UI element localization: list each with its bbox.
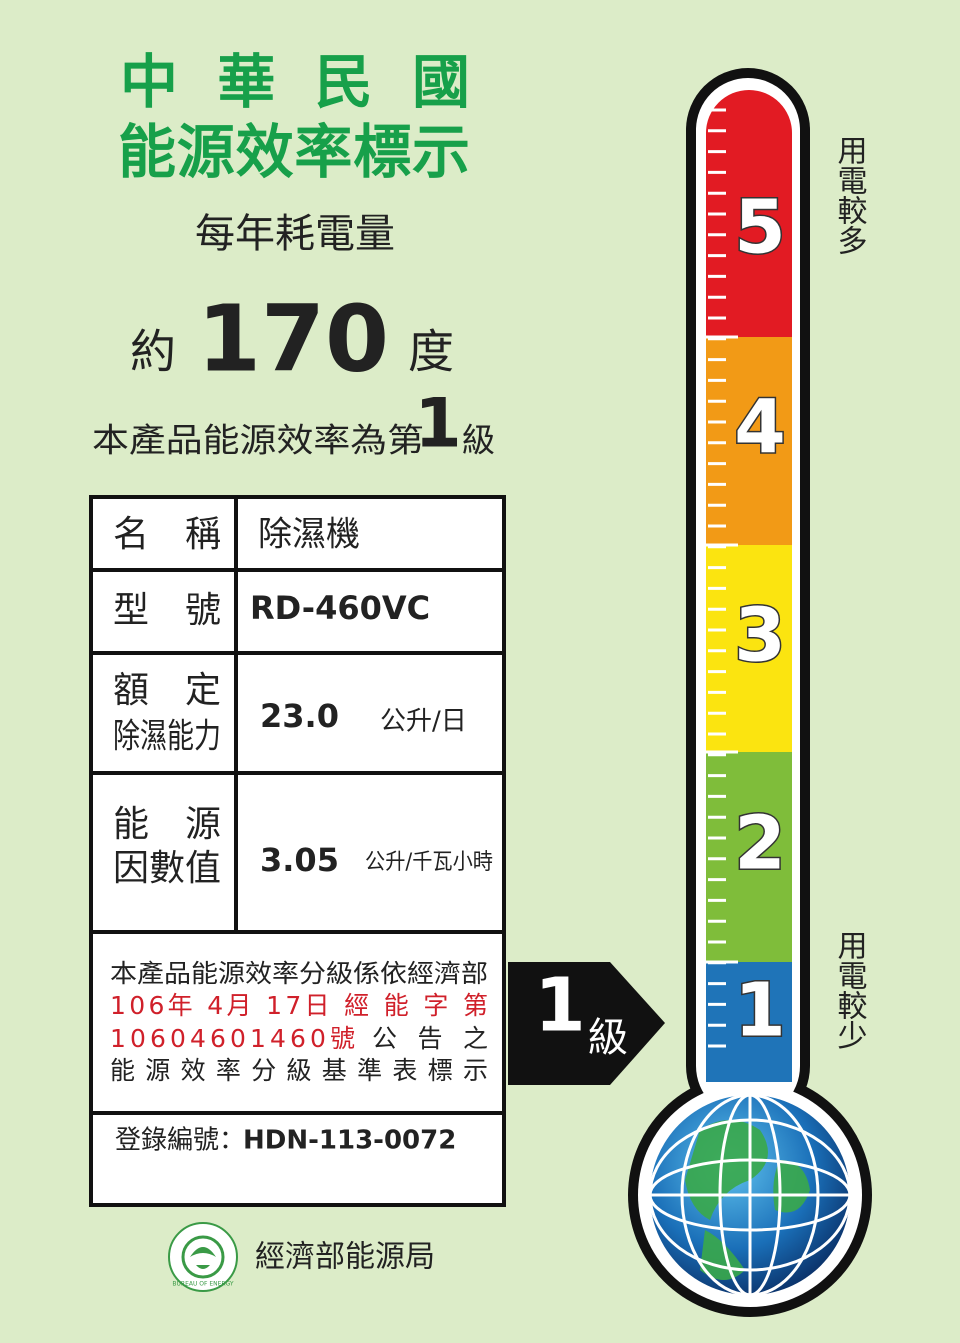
grade-prefix: 本產品能源效率為第 [92, 421, 424, 460]
consumption-value: 170 [197, 285, 389, 392]
grade-number: 1 [414, 385, 461, 464]
registration-label: 登錄編號： [115, 1126, 245, 1156]
notice-line: 本產品能源效率分級係依經濟部 [110, 959, 488, 988]
row-value: 除濕機 [258, 515, 360, 555]
notice-line: 10604601460號 [110, 1024, 355, 1053]
level-number: 3 [734, 593, 786, 679]
consumption-label: 每年耗電量 [195, 211, 395, 257]
row-value: 23.0 [260, 697, 339, 735]
info-table [89, 495, 506, 1207]
consumption-prefix: 約 [130, 325, 176, 379]
level-number: 5 [734, 185, 786, 271]
arrow-unit: 級 [588, 1015, 628, 1061]
agency: 經濟部能源局 [255, 1240, 435, 1275]
row-unit: 公升/日 [380, 707, 467, 737]
notice-line: 106年 4月 17日 經 能 字 第 [110, 991, 488, 1020]
low-label: 用電較少 [832, 930, 868, 1050]
high-label: 用電較多 [832, 135, 868, 255]
row-label: 除濕能力 [113, 717, 221, 757]
grade-arrow [508, 962, 665, 1085]
row-value: 3.05 [260, 841, 339, 879]
grade-suffix: 級 [462, 421, 495, 460]
registration-value: HDN-113-0072 [243, 1126, 456, 1156]
bureau-logo: BUREAU OF ENERGY [168, 1222, 238, 1292]
notice-line: 公 告 之 [372, 1024, 488, 1053]
level-number: 1 [734, 968, 786, 1054]
logo-text: BUREAU OF ENERGY [172, 1281, 234, 1288]
consumption-unit: 度 [408, 325, 454, 379]
level-number: 4 [734, 385, 786, 471]
row-unit: 公升/千瓦小時 [365, 850, 493, 875]
row-label: 因數值 [113, 848, 221, 889]
notice-line: 能 源 效 率 分 級 基 準 表 標 示 [110, 1056, 488, 1085]
thermometer [628, 68, 872, 1317]
arrow-grade: 1 [534, 963, 586, 1049]
level-number: 2 [734, 801, 786, 887]
title-line2: 能源效率標示 [118, 118, 470, 186]
row-value: RD-460VC [250, 589, 430, 627]
table-lines [91, 497, 504, 1115]
